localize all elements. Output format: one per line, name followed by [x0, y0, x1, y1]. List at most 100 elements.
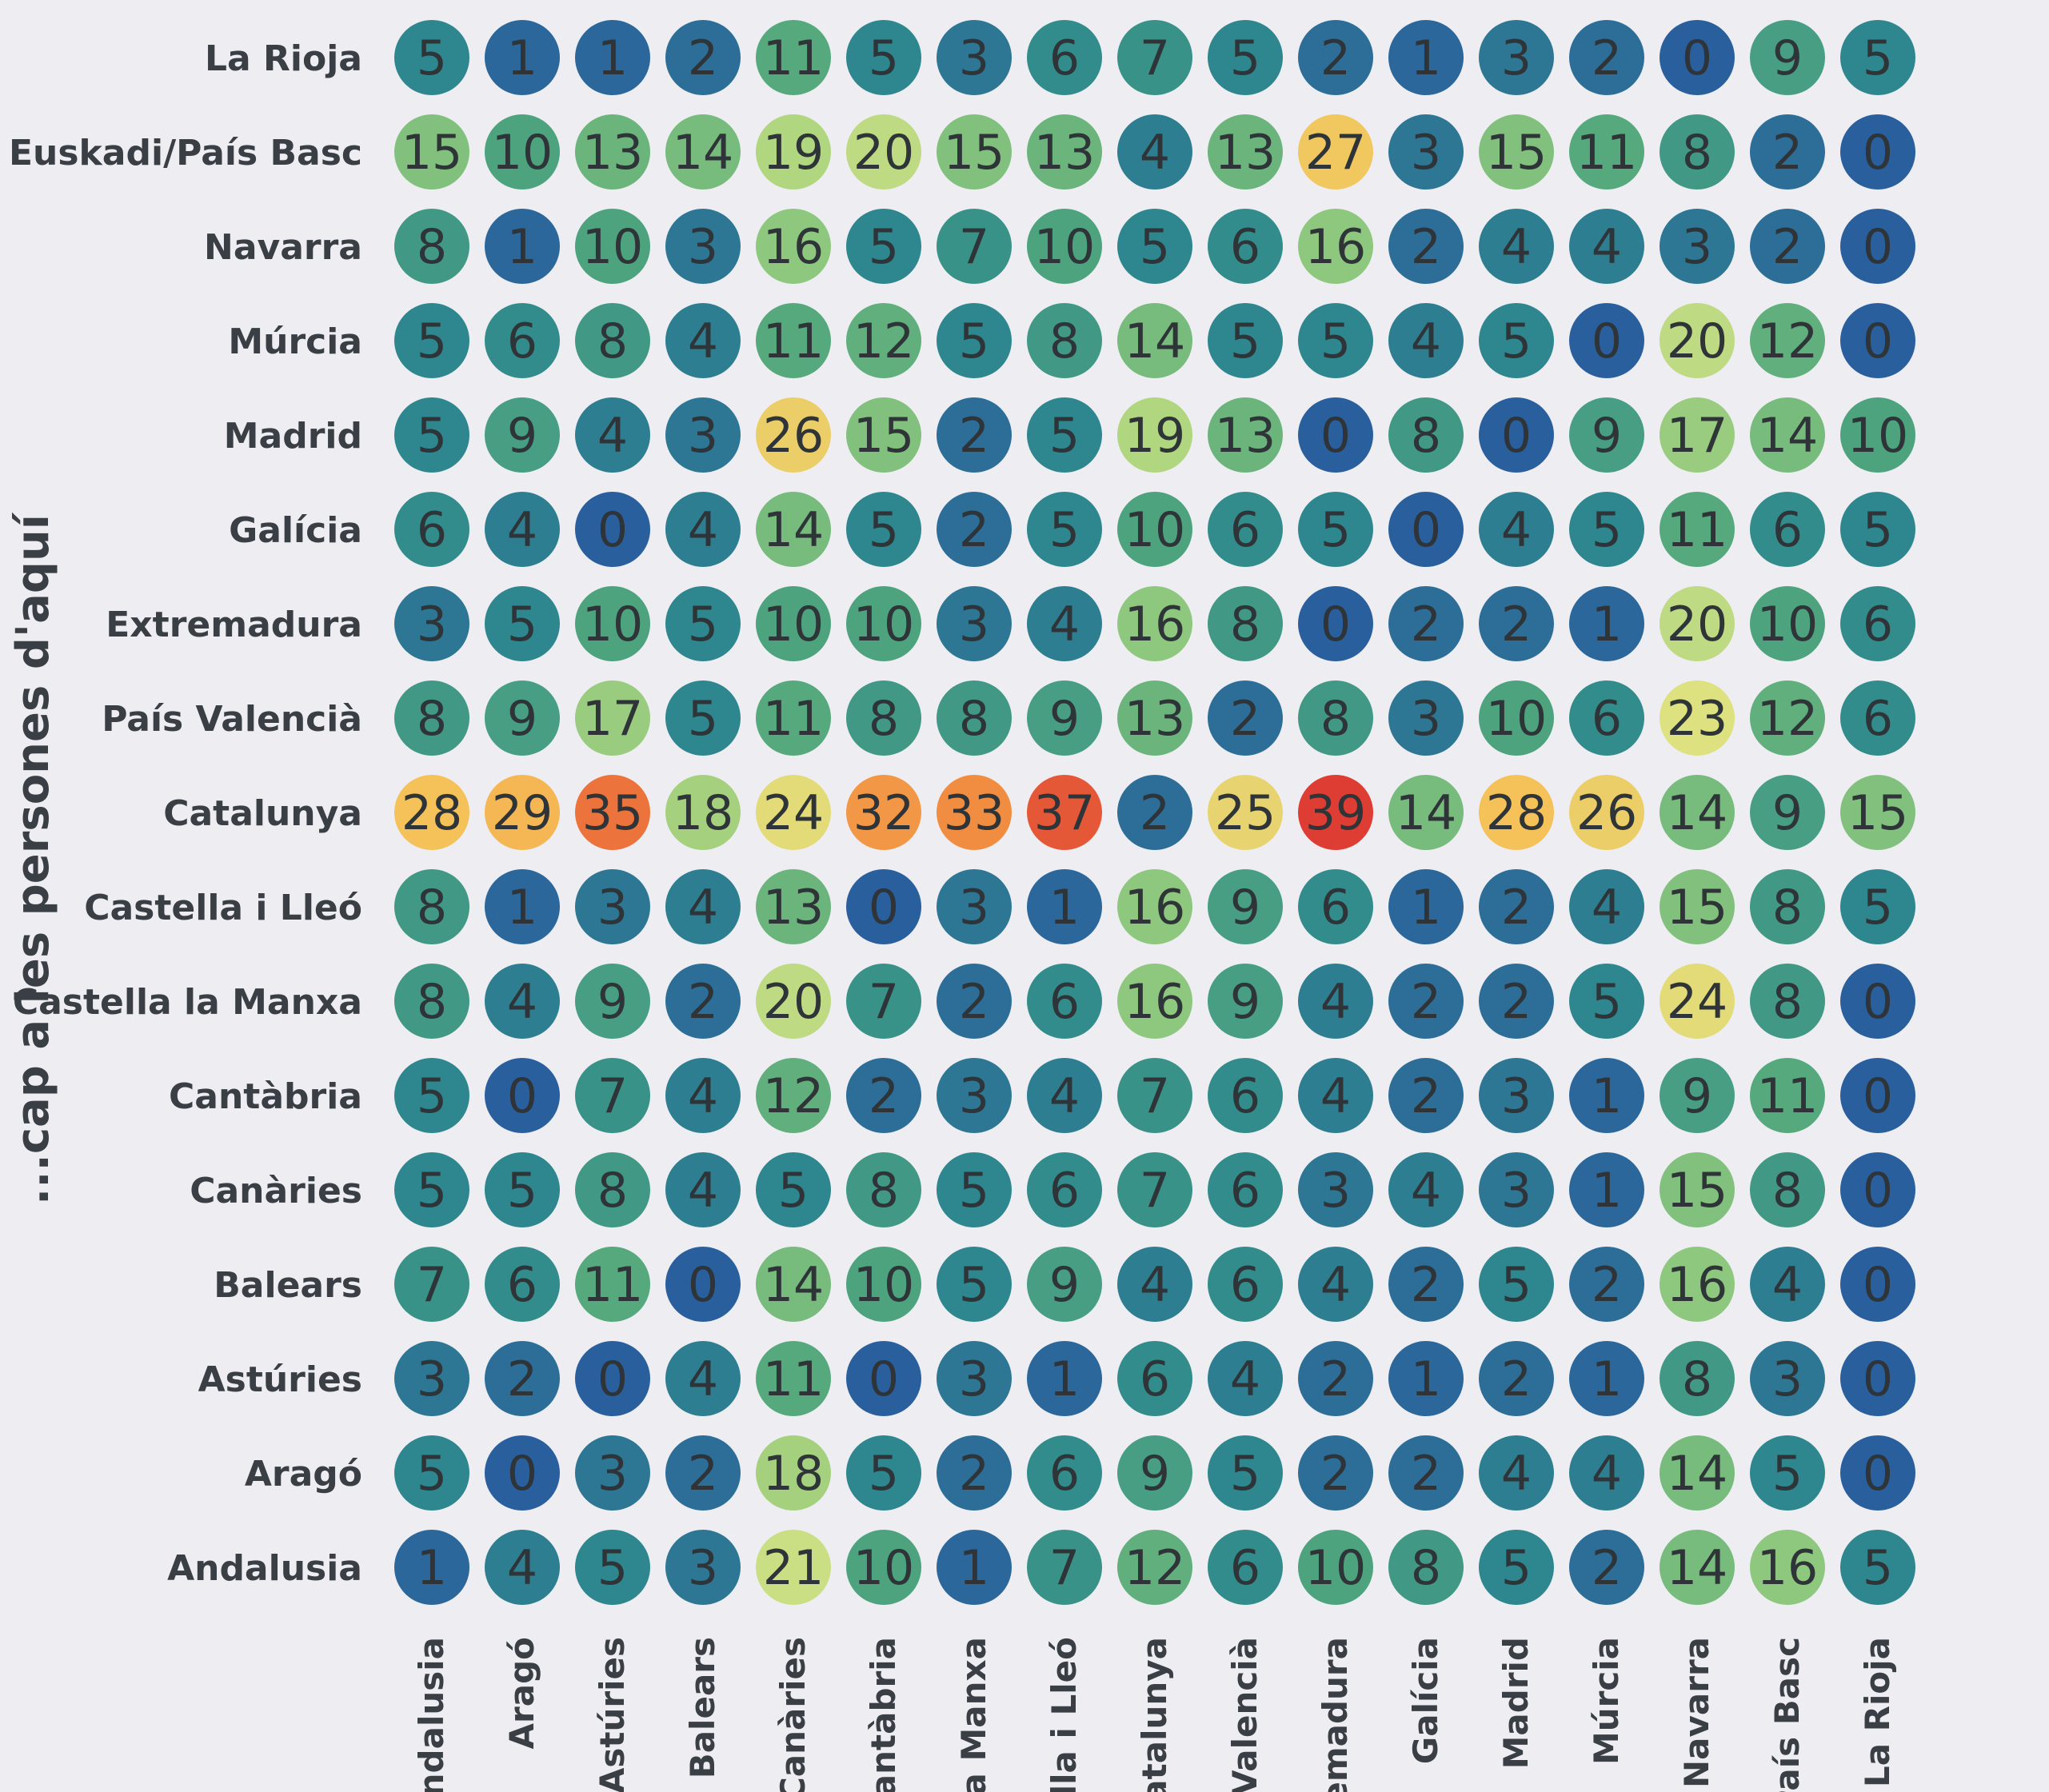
- cell-value-label: 9: [1592, 408, 1622, 464]
- cell-value-label: 10: [582, 219, 643, 275]
- heatmap-cell: [1027, 397, 1102, 473]
- cell-value-label: 5: [417, 1068, 447, 1124]
- cell-value-label: 16: [1124, 597, 1185, 653]
- cell-value-label: 11: [582, 1257, 643, 1313]
- cell-value-label: 4: [1140, 125, 1170, 181]
- row-label: Castella i Lleó: [84, 888, 362, 928]
- cell-value-label: 4: [688, 1163, 718, 1219]
- heatmap-cell: [1208, 303, 1283, 378]
- heatmap-cell: [1298, 1058, 1373, 1133]
- heatmap-cell: [1208, 680, 1283, 756]
- heatmap-cell: [1750, 869, 1825, 944]
- heatmap-cell: [1750, 1435, 1825, 1511]
- heatmap-cell: [575, 1435, 650, 1511]
- cell-value-label: 5: [959, 313, 989, 369]
- cell-value-label: 3: [1411, 691, 1441, 747]
- cell-value-label: 18: [763, 1446, 824, 1502]
- cell-value-label: 5: [597, 1540, 628, 1596]
- heatmap-cell: [1388, 1530, 1464, 1605]
- heatmap-cell: [1117, 1341, 1192, 1416]
- heatmap-cell: [756, 964, 831, 1039]
- cell-value-label: 4: [1501, 1446, 1532, 1502]
- heatmap-cell: [1298, 1247, 1373, 1322]
- row-label: Balears: [214, 1265, 362, 1306]
- heatmap-cell: [665, 964, 741, 1039]
- cell-value-label: 13: [763, 880, 824, 936]
- cell-value-label: 1: [1049, 1351, 1080, 1407]
- cell-value-label: 7: [869, 974, 899, 1030]
- heatmap-cell: [1208, 209, 1283, 284]
- cell-value-label: 1: [1592, 1068, 1622, 1124]
- cell-value-label: 39: [1305, 785, 1366, 841]
- column-label: ndalusia: [412, 1637, 451, 1792]
- cell-value-label: 3: [1501, 1068, 1532, 1124]
- heatmap-cell: [846, 869, 921, 944]
- cell-value-label: 8: [597, 1163, 628, 1219]
- cell-value-label: 2: [1772, 125, 1803, 181]
- heatmap-cell: [1840, 1058, 1915, 1133]
- cell-value-label: 18: [673, 785, 733, 841]
- cell-value-label: 2: [507, 1351, 537, 1407]
- heatmap-cell: [1298, 1435, 1373, 1511]
- heatmap-cell: [575, 869, 650, 944]
- heatmap-cell: [575, 964, 650, 1039]
- cell-value-label: 20: [853, 125, 914, 181]
- cell-value-label: 6: [507, 1257, 537, 1313]
- column-label: Múrcia: [1587, 1637, 1626, 1765]
- cell-value-label: 2: [1411, 974, 1441, 1030]
- heatmap-cell: [1298, 680, 1373, 756]
- heatmap-cell: [1208, 1058, 1283, 1133]
- heatmap-cell: [1298, 20, 1373, 95]
- cell-value-label: 8: [417, 219, 447, 275]
- heatmap-cell: [1027, 869, 1102, 944]
- cell-value-label: 2: [1411, 597, 1441, 653]
- cell-value-label: 8: [1772, 1163, 1803, 1219]
- cell-value-label: 2: [1230, 691, 1260, 747]
- cell-value-label: 3: [959, 30, 989, 86]
- cell-value-label: 14: [1667, 785, 1727, 841]
- heatmap-cell: [485, 680, 560, 756]
- cell-value-label: 6: [417, 502, 447, 558]
- heatmap-cell: [1840, 869, 1915, 944]
- cell-value-label: 9: [1049, 691, 1080, 747]
- cell-value-label: 6: [1772, 502, 1803, 558]
- heatmap-cell: [665, 1435, 741, 1511]
- cell-value-label: 6: [1230, 219, 1260, 275]
- cell-value-label: 19: [763, 125, 824, 181]
- heatmap-cell: [1388, 114, 1464, 190]
- cell-value-label: 8: [959, 691, 989, 747]
- cell-value-label: 10: [1034, 219, 1095, 275]
- heatmap-cell: [937, 209, 1012, 284]
- cell-value-label: 2: [1501, 1351, 1532, 1407]
- heatmap-cell: [1479, 680, 1554, 756]
- heatmap-cell: [1388, 1435, 1464, 1511]
- column-label: antàbria: [864, 1637, 903, 1792]
- cell-value-label: 15: [853, 408, 914, 464]
- heatmap-cell: [1750, 114, 1825, 190]
- heatmap-cell: [1479, 492, 1554, 567]
- cell-value-label: 13: [1034, 125, 1095, 181]
- heatmap-cell: [756, 20, 831, 95]
- heatmap-cell: [1208, 114, 1283, 190]
- heatmap-cell: [485, 775, 560, 850]
- heatmap-cell: [1750, 964, 1825, 1039]
- heatmap-cell: [1298, 775, 1373, 850]
- cell-value-label: 3: [688, 219, 718, 275]
- cell-value-label: 2: [688, 30, 718, 86]
- cell-value-label: 0: [1863, 125, 1893, 181]
- heatmap-cell: [1027, 680, 1102, 756]
- cell-value-label: 5: [869, 502, 899, 558]
- heatmap-cell: [756, 492, 831, 567]
- heatmap-cell: [937, 775, 1012, 850]
- cell-value-label: 3: [1772, 1351, 1803, 1407]
- heatmap-cell: [1750, 397, 1825, 473]
- heatmap-cell: [1027, 1152, 1102, 1227]
- cell-value-label: 0: [507, 1068, 537, 1124]
- heatmap-cell: [1840, 209, 1915, 284]
- heatmap-cell: [1660, 964, 1735, 1039]
- heatmap-cell: [1027, 586, 1102, 661]
- heatmap-cell: [756, 1152, 831, 1227]
- heatmap-cell: [665, 492, 741, 567]
- cell-value-label: 8: [1772, 880, 1803, 936]
- y-axis-title: ...cap a les persones d'aquí: [7, 512, 59, 1205]
